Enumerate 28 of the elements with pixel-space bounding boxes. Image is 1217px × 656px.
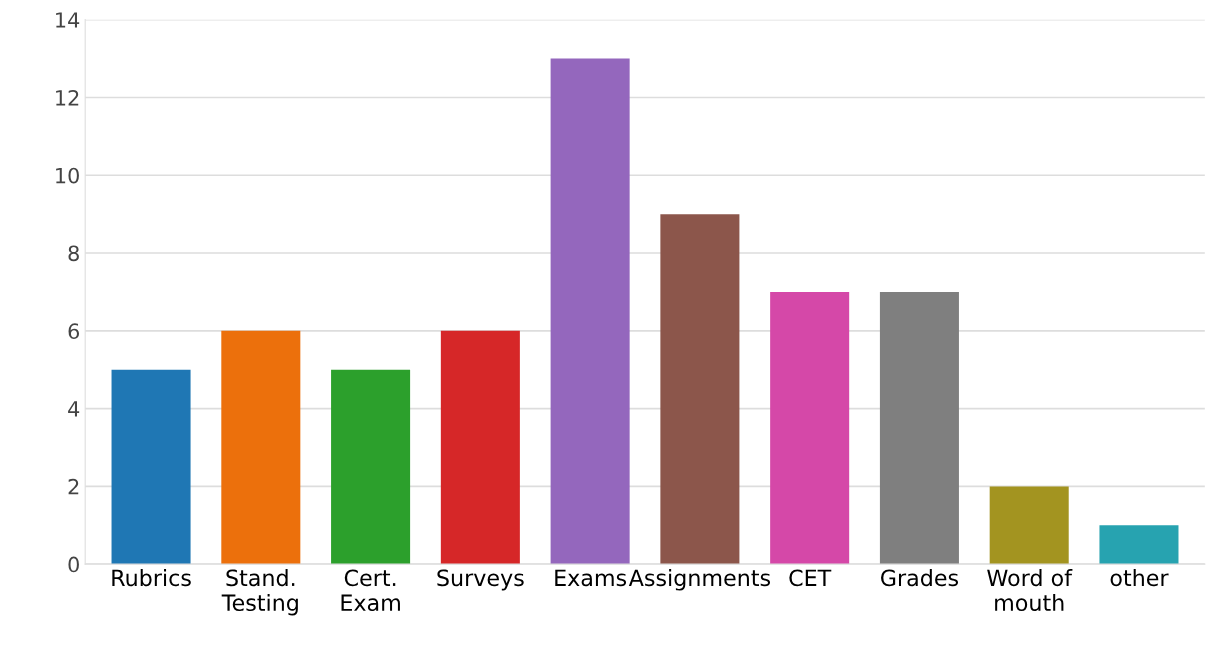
bar	[660, 214, 740, 565]
bar	[331, 369, 411, 565]
x-tick-label: Cert. Exam	[341, 569, 400, 612]
x-tick-label: CET	[789, 569, 832, 587]
x-tick-label: Exams	[555, 569, 627, 587]
bar	[440, 330, 520, 565]
y-tick-label: 14	[56, 12, 80, 28]
bar	[989, 486, 1069, 565]
bar	[111, 369, 191, 565]
bar	[550, 58, 630, 565]
y-tick-label: 6	[68, 323, 80, 340]
bar	[879, 291, 959, 565]
x-tick-label: Grades	[881, 569, 959, 587]
y-tick-label: 12	[56, 89, 79, 106]
x-tick-label: other	[1110, 569, 1169, 587]
bar	[1099, 525, 1179, 565]
bar	[221, 330, 301, 565]
y-tick-label: 0	[68, 556, 79, 573]
x-tick-label: Stand. Testing	[221, 569, 298, 616]
x-tick-label: Assignments	[628, 569, 771, 591]
x-tick-label: Rubrics	[112, 569, 191, 587]
y-tick-label: 10	[56, 167, 79, 184]
bar	[770, 291, 850, 565]
y-tick-label: 8	[68, 245, 79, 262]
y-tick-label: 2	[68, 478, 79, 495]
x-tick-label: Surveys	[437, 569, 524, 591]
y-tick-label: 4	[68, 401, 80, 417]
x-tick-label: Word of mouth	[987, 569, 1073, 612]
